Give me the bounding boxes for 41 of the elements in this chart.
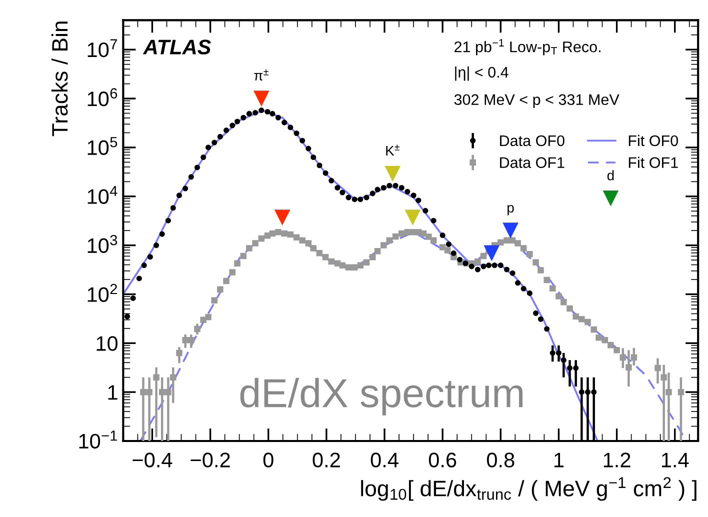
x-tick-label: 1 [554, 452, 564, 468]
annotation: π$^{±}$ [254, 69, 268, 80]
annotation: p [508, 204, 514, 216]
legend-label: Fit OF0 [628, 134, 678, 146]
y-tick-label: 10$^{7}$ [88, 39, 117, 58]
x-tick-label: 0 [263, 452, 274, 468]
point [253, 90, 270, 106]
x-tick-label: 0.2 [312, 452, 340, 468]
annotation: dE/dX spectrum [240, 378, 523, 416]
y-tick-label: 10$^{6}$ [88, 88, 118, 106]
y-tick-label: 10$^{4}$ [88, 186, 118, 204]
y-tick-label: 10$^{5}$ [88, 137, 118, 156]
annotation: d [607, 170, 614, 180]
x-tick-label: 0.6 [428, 452, 456, 468]
y-tick-label: 1 [108, 385, 118, 400]
point [384, 166, 401, 182]
y-tick-label: 10$^{3}$ [88, 234, 118, 254]
point [602, 190, 619, 206]
text: log$_{10}$[ dE/dx$_{trunc}$ / ( MeV g$^{−1}$ cm$^{2}$ ) ] [361, 477, 696, 501]
point [274, 210, 290, 226]
y-tick-label: 10 [96, 336, 118, 351]
x-tick-label: 1.2 [604, 452, 630, 468]
annotation: 21 pb$^{−1}$ Low-p$_{T}$ Reco. [454, 39, 600, 56]
legend-label: Fit OF1 [628, 156, 678, 168]
annotation: 302 MeV < p < 331 MeV [454, 94, 620, 108]
point [484, 245, 500, 262]
legend-label: Data OF1 [500, 157, 564, 168]
y-tick-label: 10$^{2}$ [88, 284, 117, 302]
x-tick-label: −0.2 [190, 452, 230, 468]
point [404, 210, 421, 226]
x-tick-label: 1.4 [662, 452, 689, 468]
y-tick-label: 10$^{−1}$ [79, 430, 117, 449]
point [502, 222, 518, 238]
y-axis-title: Tracks / Bin [51, 22, 68, 136]
x-tick-label: 0.4 [370, 452, 398, 468]
x-tick-label: 0.8 [486, 452, 514, 468]
annotation: ATLAS [142, 40, 211, 54]
x-tick-label: −0.4 [132, 452, 172, 468]
legend-label: Data OF0 [500, 135, 564, 146]
annotation: |η| < 0.4 [455, 66, 508, 81]
annotation: K$^{±}$ [386, 144, 400, 156]
